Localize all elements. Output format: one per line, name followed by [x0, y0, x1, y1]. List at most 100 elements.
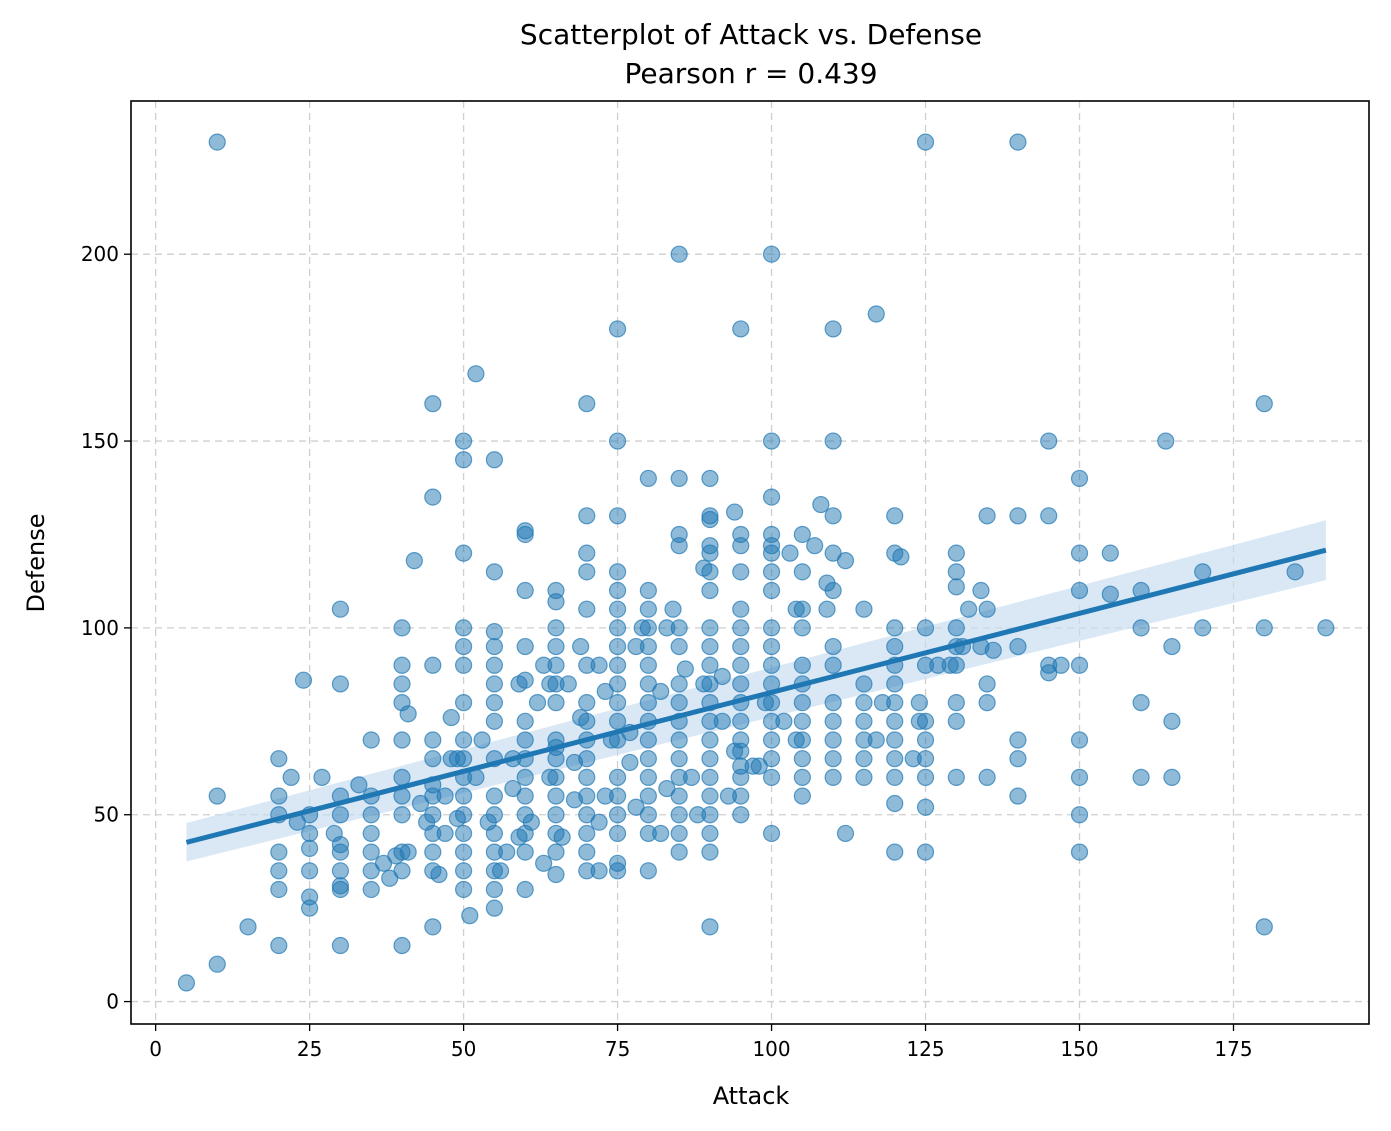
data-point	[639, 469, 657, 488]
data-point	[208, 787, 226, 805]
data-point	[639, 862, 657, 880]
data-point	[670, 731, 688, 749]
data-point	[1101, 544, 1119, 562]
data-point	[1163, 637, 1181, 656]
data-point	[362, 862, 380, 880]
data-point	[984, 641, 1002, 659]
data-point	[732, 320, 750, 338]
data-point	[701, 581, 719, 600]
data-point	[1009, 787, 1027, 805]
data-point	[855, 750, 873, 768]
data-point	[424, 488, 442, 506]
x-tick-label: 100	[752, 1037, 790, 1061]
data-point	[362, 806, 380, 824]
data-point	[670, 675, 688, 693]
data-point	[762, 619, 781, 637]
data-point	[1009, 731, 1027, 749]
data-point	[947, 656, 965, 674]
data-point	[1194, 619, 1212, 637]
data-point	[436, 824, 454, 843]
data-point	[516, 768, 534, 786]
data-point	[608, 787, 627, 805]
data-point	[578, 563, 596, 581]
data-point	[639, 675, 657, 693]
data-point	[454, 451, 473, 469]
data-point	[732, 712, 750, 730]
data-point	[608, 675, 627, 693]
data-point	[701, 787, 719, 805]
data-point	[701, 750, 719, 768]
data-point	[793, 656, 811, 674]
data-point	[522, 813, 540, 831]
data-point	[1040, 432, 1058, 450]
data-point	[208, 955, 226, 973]
data-point	[270, 843, 288, 861]
data-point	[547, 843, 565, 861]
data-point	[393, 675, 411, 693]
data-point	[793, 619, 811, 637]
data-point	[824, 694, 842, 712]
data-point	[701, 656, 719, 674]
data-point	[762, 245, 781, 263]
data-point	[301, 824, 319, 843]
data-point	[886, 507, 904, 525]
data-point	[775, 712, 793, 730]
data-point	[485, 899, 503, 917]
data-point	[535, 854, 553, 872]
data-point	[639, 637, 657, 656]
data-point	[892, 548, 910, 566]
data-point	[485, 694, 503, 712]
data-point	[886, 731, 904, 749]
data-point	[978, 694, 996, 712]
data-point	[947, 694, 965, 712]
data-point	[701, 469, 719, 488]
data-point	[682, 768, 701, 786]
data-point	[590, 813, 608, 831]
data-point	[362, 843, 380, 861]
data-point	[454, 619, 473, 637]
data-point	[454, 824, 473, 843]
data-point	[516, 581, 534, 600]
data-point	[793, 525, 811, 544]
data-point	[1070, 581, 1089, 600]
data-point	[436, 787, 454, 805]
data-point	[855, 694, 873, 712]
data-point	[399, 705, 417, 723]
data-point	[639, 694, 657, 712]
data-point	[916, 731, 935, 749]
data-point	[208, 133, 226, 151]
data-point	[485, 712, 503, 730]
data-point	[485, 563, 503, 581]
data-point	[762, 694, 781, 712]
data-points	[177, 133, 1335, 992]
data-point	[424, 656, 442, 674]
data-point	[1009, 637, 1027, 656]
data-point	[670, 750, 688, 768]
data-point	[393, 936, 411, 955]
data-point	[608, 824, 627, 843]
data-point	[886, 694, 904, 712]
data-point	[701, 824, 719, 843]
y-tick-label: 50	[94, 803, 119, 827]
data-point	[282, 768, 300, 786]
data-point	[762, 432, 781, 450]
data-point	[485, 880, 503, 899]
data-point	[516, 880, 534, 899]
data-point	[639, 600, 657, 618]
data-point	[608, 637, 627, 656]
data-point	[793, 600, 811, 618]
data-point	[1101, 585, 1119, 603]
data-point	[301, 862, 319, 880]
data-point	[652, 682, 670, 701]
data-point	[972, 581, 990, 600]
x-tick-label: 50	[451, 1037, 476, 1061]
data-point	[916, 768, 935, 786]
data-point	[701, 918, 719, 936]
data-point	[485, 806, 503, 824]
data-point	[824, 544, 842, 562]
data-point	[793, 731, 811, 749]
data-point	[1009, 133, 1027, 151]
data-point	[485, 824, 503, 843]
data-point	[393, 862, 411, 880]
